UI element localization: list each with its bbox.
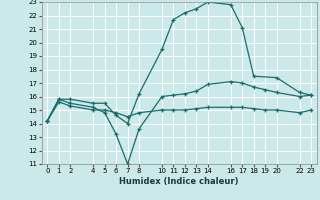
X-axis label: Humidex (Indice chaleur): Humidex (Indice chaleur) — [119, 177, 239, 186]
